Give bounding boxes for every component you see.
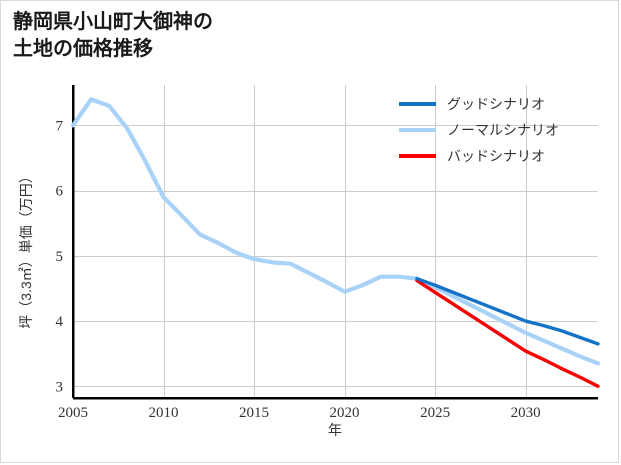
x-tick-label: 2005: [58, 405, 88, 421]
y-tick-label: 7: [56, 118, 64, 134]
y-tick-label: 4: [56, 314, 64, 330]
y-axis-ticks: 3 4 5 6 7: [56, 118, 64, 395]
x-tick-label: 2030: [511, 405, 541, 421]
series-line: [414, 276, 601, 366]
series-line: [70, 97, 420, 294]
axes: [71, 85, 598, 400]
x-tick-label: 2025: [420, 405, 450, 421]
x-tick-label: 2020: [330, 405, 360, 421]
page-title: 静岡県小山町大御神の 土地の価格推移: [13, 11, 213, 60]
legend-item-label: バッドシナリオ: [447, 148, 545, 164]
legend-item-label: ノーマルシナリオ: [447, 122, 559, 138]
y-tick-label: 5: [56, 249, 64, 265]
x-tick-label: 2010: [149, 405, 179, 421]
series-line: [415, 276, 600, 346]
gridlines: [73, 85, 598, 398]
x-axis-label: 年: [328, 422, 342, 438]
series-line: [415, 278, 600, 388]
x-axis-ticks: 2005 2010 2015 2020 2025 2030: [58, 405, 541, 421]
y-tick-label: 6: [56, 184, 64, 200]
legend-item-label: グッドシナリオ: [447, 96, 545, 112]
y-tick-label: 3: [56, 379, 64, 395]
x-tick-label: 2015: [239, 405, 269, 421]
data-series-group: [70, 97, 601, 388]
y-axis-label: 坪（3.3㎡）単価（万円）: [18, 169, 34, 328]
